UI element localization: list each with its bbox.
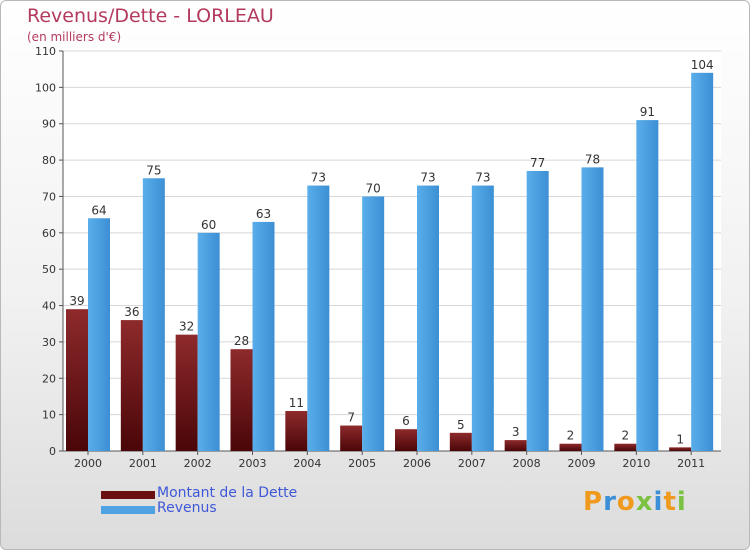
bar-dette (669, 447, 692, 451)
logo-letter: o (616, 487, 636, 517)
bar-dette (230, 349, 253, 451)
legend-label-dette: Montant de la Dette (157, 485, 298, 501)
logo-letter: P (583, 487, 604, 517)
bar-revenus-label: 64 (91, 203, 106, 217)
bar-dette-label: 32 (179, 320, 194, 334)
bar-dette-label: 2 (567, 429, 575, 443)
logo-letter: i (653, 487, 664, 517)
y-tick-label: 50 (42, 263, 56, 276)
y-tick-label: 30 (42, 336, 56, 349)
bar-revenus-label: 75 (146, 163, 161, 177)
bar-dette (120, 320, 143, 451)
bar-dette-label: 39 (69, 294, 84, 308)
bar-dette (559, 443, 582, 451)
x-tick-label: 2008 (513, 457, 541, 470)
bar-dette (395, 429, 417, 451)
proxiti-logo: Proxiti (583, 487, 687, 517)
plot-area (63, 51, 721, 451)
bar-revenus (636, 120, 659, 451)
bar-revenus-label: 73 (311, 171, 326, 185)
logo-letter: x (635, 487, 654, 517)
bar-dette (285, 411, 308, 451)
bar-dette-label: 2 (622, 429, 630, 443)
bar-dette (340, 425, 363, 451)
bar-dette (175, 334, 198, 451)
bar-revenus (581, 167, 604, 451)
bar-dette-label: 28 (234, 334, 249, 348)
bar-revenus-label: 73 (475, 171, 490, 185)
y-tick-label: 70 (42, 190, 56, 203)
x-tick-label: 2001 (129, 457, 157, 470)
x-tick-label: 2007 (458, 457, 486, 470)
bar-dette (66, 309, 88, 451)
x-tick-label: 2006 (403, 457, 431, 470)
y-tick-label: 100 (35, 81, 56, 94)
x-tick-label: 2005 (348, 457, 376, 470)
bar-dette-label: 5 (457, 418, 465, 432)
y-tick-label: 110 (35, 45, 56, 58)
x-tick-label: 2011 (677, 457, 705, 470)
bar-dette-label: 7 (347, 411, 355, 425)
x-tick-label: 2009 (568, 457, 596, 470)
bar-revenus (526, 171, 549, 451)
legend-swatch-revenus (101, 506, 155, 514)
bar-dette-label: 3 (512, 425, 520, 439)
chart-subtitle: (en milliers d'€) (27, 30, 122, 44)
y-tick-label: 90 (42, 118, 56, 131)
bar-revenus-label: 63 (256, 207, 271, 221)
bar-revenus-label: 91 (640, 105, 655, 119)
x-tick-label: 2003 (239, 457, 267, 470)
logo-letter: r (603, 487, 617, 517)
bar-revenus (471, 185, 494, 451)
x-tick-label: 2002 (184, 457, 212, 470)
bar-revenus-label: 70 (366, 181, 381, 195)
bar-revenus (252, 221, 275, 451)
bar-revenus (307, 185, 330, 451)
y-tick-label: 20 (42, 372, 56, 385)
bar-revenus-label: 60 (201, 218, 216, 232)
bar-revenus (362, 196, 385, 451)
legend-label-revenus: Revenus (157, 500, 217, 516)
bar-dette-label: 6 (402, 414, 410, 428)
y-tick-label: 60 (42, 227, 56, 240)
bar-dette-label: 1 (676, 432, 684, 446)
y-tick-label: 0 (49, 445, 56, 458)
bar-dette (614, 443, 637, 451)
bar-revenus (691, 72, 714, 452)
x-tick-label: 2000 (74, 457, 102, 470)
bar-revenus-label: 73 (420, 171, 435, 185)
bar-revenus-label: 78 (585, 152, 600, 166)
y-tick-label: 10 (42, 409, 56, 422)
bar-dette-label: 36 (124, 305, 139, 319)
bar-dette (449, 432, 472, 451)
bar-dette-label: 11 (289, 396, 304, 410)
bar-revenus (88, 218, 110, 451)
bar-revenus-label: 77 (530, 156, 545, 170)
legend-swatch-dette (101, 491, 155, 499)
chart-title: Revenus/Dette - LORLEAU (27, 5, 274, 27)
bar-revenus (142, 178, 165, 452)
y-tick-label: 40 (42, 300, 56, 313)
bar-revenus (417, 185, 439, 451)
x-tick-label: 2010 (622, 457, 650, 470)
bar-dette (504, 440, 527, 451)
logo-letter: i (676, 487, 687, 517)
bar-revenus-label: 104 (691, 58, 714, 72)
y-tick-label: 80 (42, 154, 56, 167)
bar-revenus (197, 232, 220, 451)
x-tick-label: 2004 (293, 457, 321, 470)
logo-letter: t (663, 487, 677, 517)
